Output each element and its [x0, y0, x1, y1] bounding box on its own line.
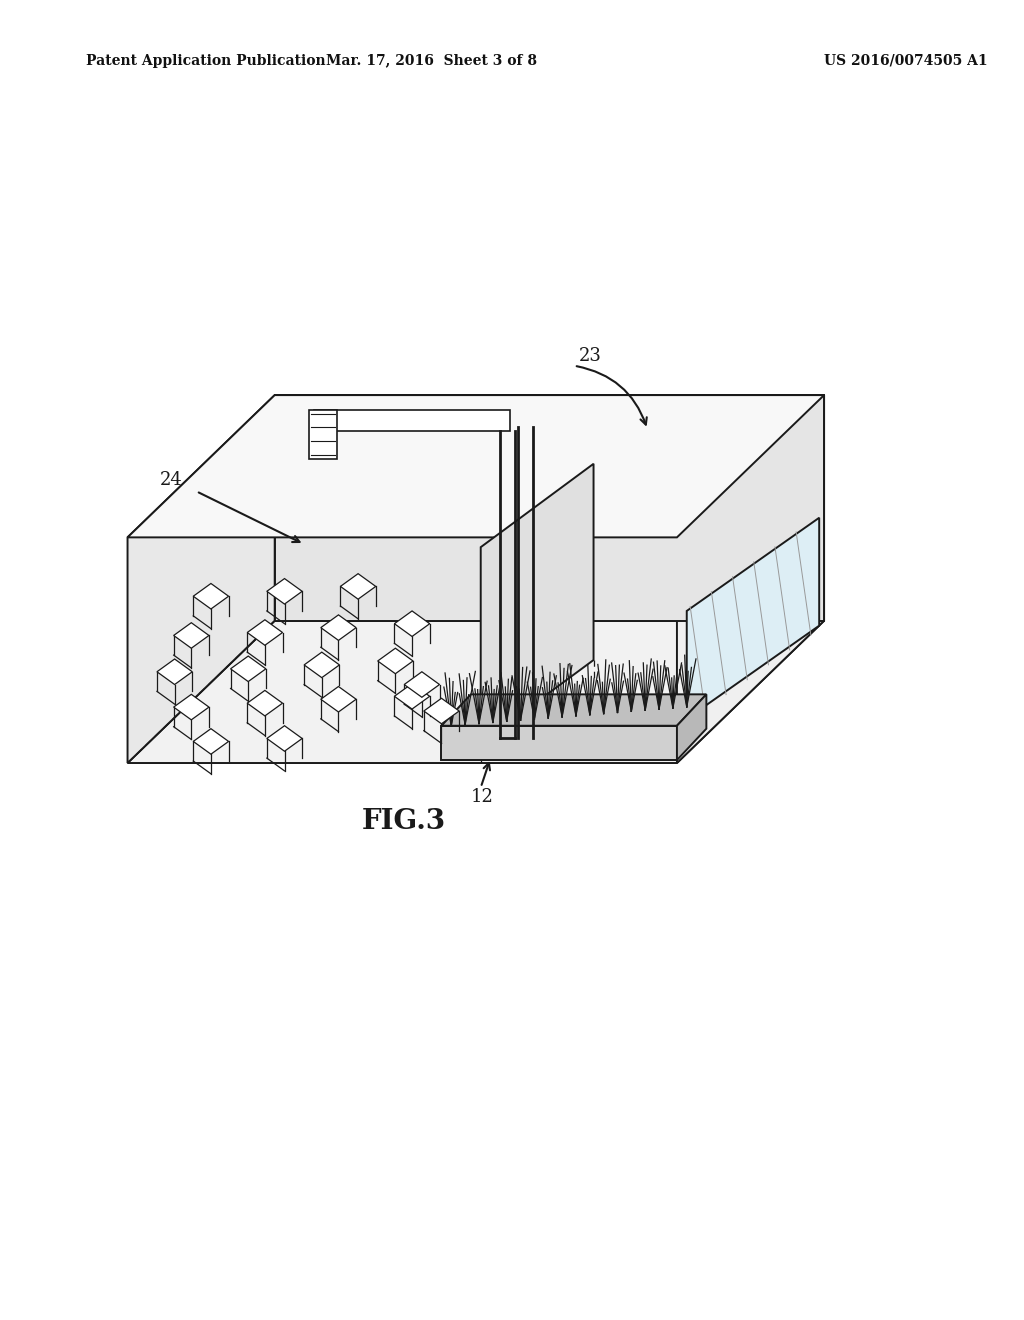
Polygon shape	[441, 694, 707, 726]
Polygon shape	[394, 611, 430, 636]
Text: Mar. 17, 2016  Sheet 3 of 8: Mar. 17, 2016 Sheet 3 of 8	[327, 54, 538, 67]
Polygon shape	[314, 409, 510, 432]
Polygon shape	[394, 684, 430, 709]
Polygon shape	[480, 463, 594, 743]
Polygon shape	[174, 623, 209, 648]
Polygon shape	[247, 620, 283, 645]
Polygon shape	[304, 652, 339, 677]
Polygon shape	[424, 698, 459, 723]
Polygon shape	[309, 409, 337, 459]
Polygon shape	[677, 395, 824, 763]
Polygon shape	[174, 694, 209, 719]
Text: 23: 23	[579, 347, 602, 364]
Polygon shape	[378, 648, 413, 673]
Text: FIG.3: FIG.3	[362, 808, 446, 834]
Text: 24: 24	[160, 471, 182, 490]
Polygon shape	[687, 517, 819, 719]
Text: Patent Application Publication: Patent Application Publication	[86, 54, 326, 67]
Text: US 2016/0074505 A1: US 2016/0074505 A1	[824, 54, 988, 67]
Polygon shape	[321, 686, 356, 711]
Polygon shape	[321, 615, 356, 640]
Polygon shape	[404, 672, 439, 697]
Polygon shape	[267, 726, 302, 751]
FancyArrowPatch shape	[199, 492, 300, 543]
Polygon shape	[230, 656, 266, 681]
Polygon shape	[274, 395, 824, 620]
Polygon shape	[267, 578, 302, 605]
Polygon shape	[441, 726, 677, 760]
Polygon shape	[340, 574, 376, 599]
FancyArrowPatch shape	[577, 366, 647, 425]
Polygon shape	[128, 620, 824, 763]
Polygon shape	[128, 395, 274, 763]
Polygon shape	[247, 690, 283, 715]
Polygon shape	[194, 729, 228, 754]
Polygon shape	[677, 694, 707, 760]
Polygon shape	[194, 583, 228, 609]
Text: 12: 12	[471, 788, 494, 807]
FancyArrowPatch shape	[481, 763, 489, 785]
Polygon shape	[157, 659, 193, 685]
Polygon shape	[128, 395, 824, 537]
